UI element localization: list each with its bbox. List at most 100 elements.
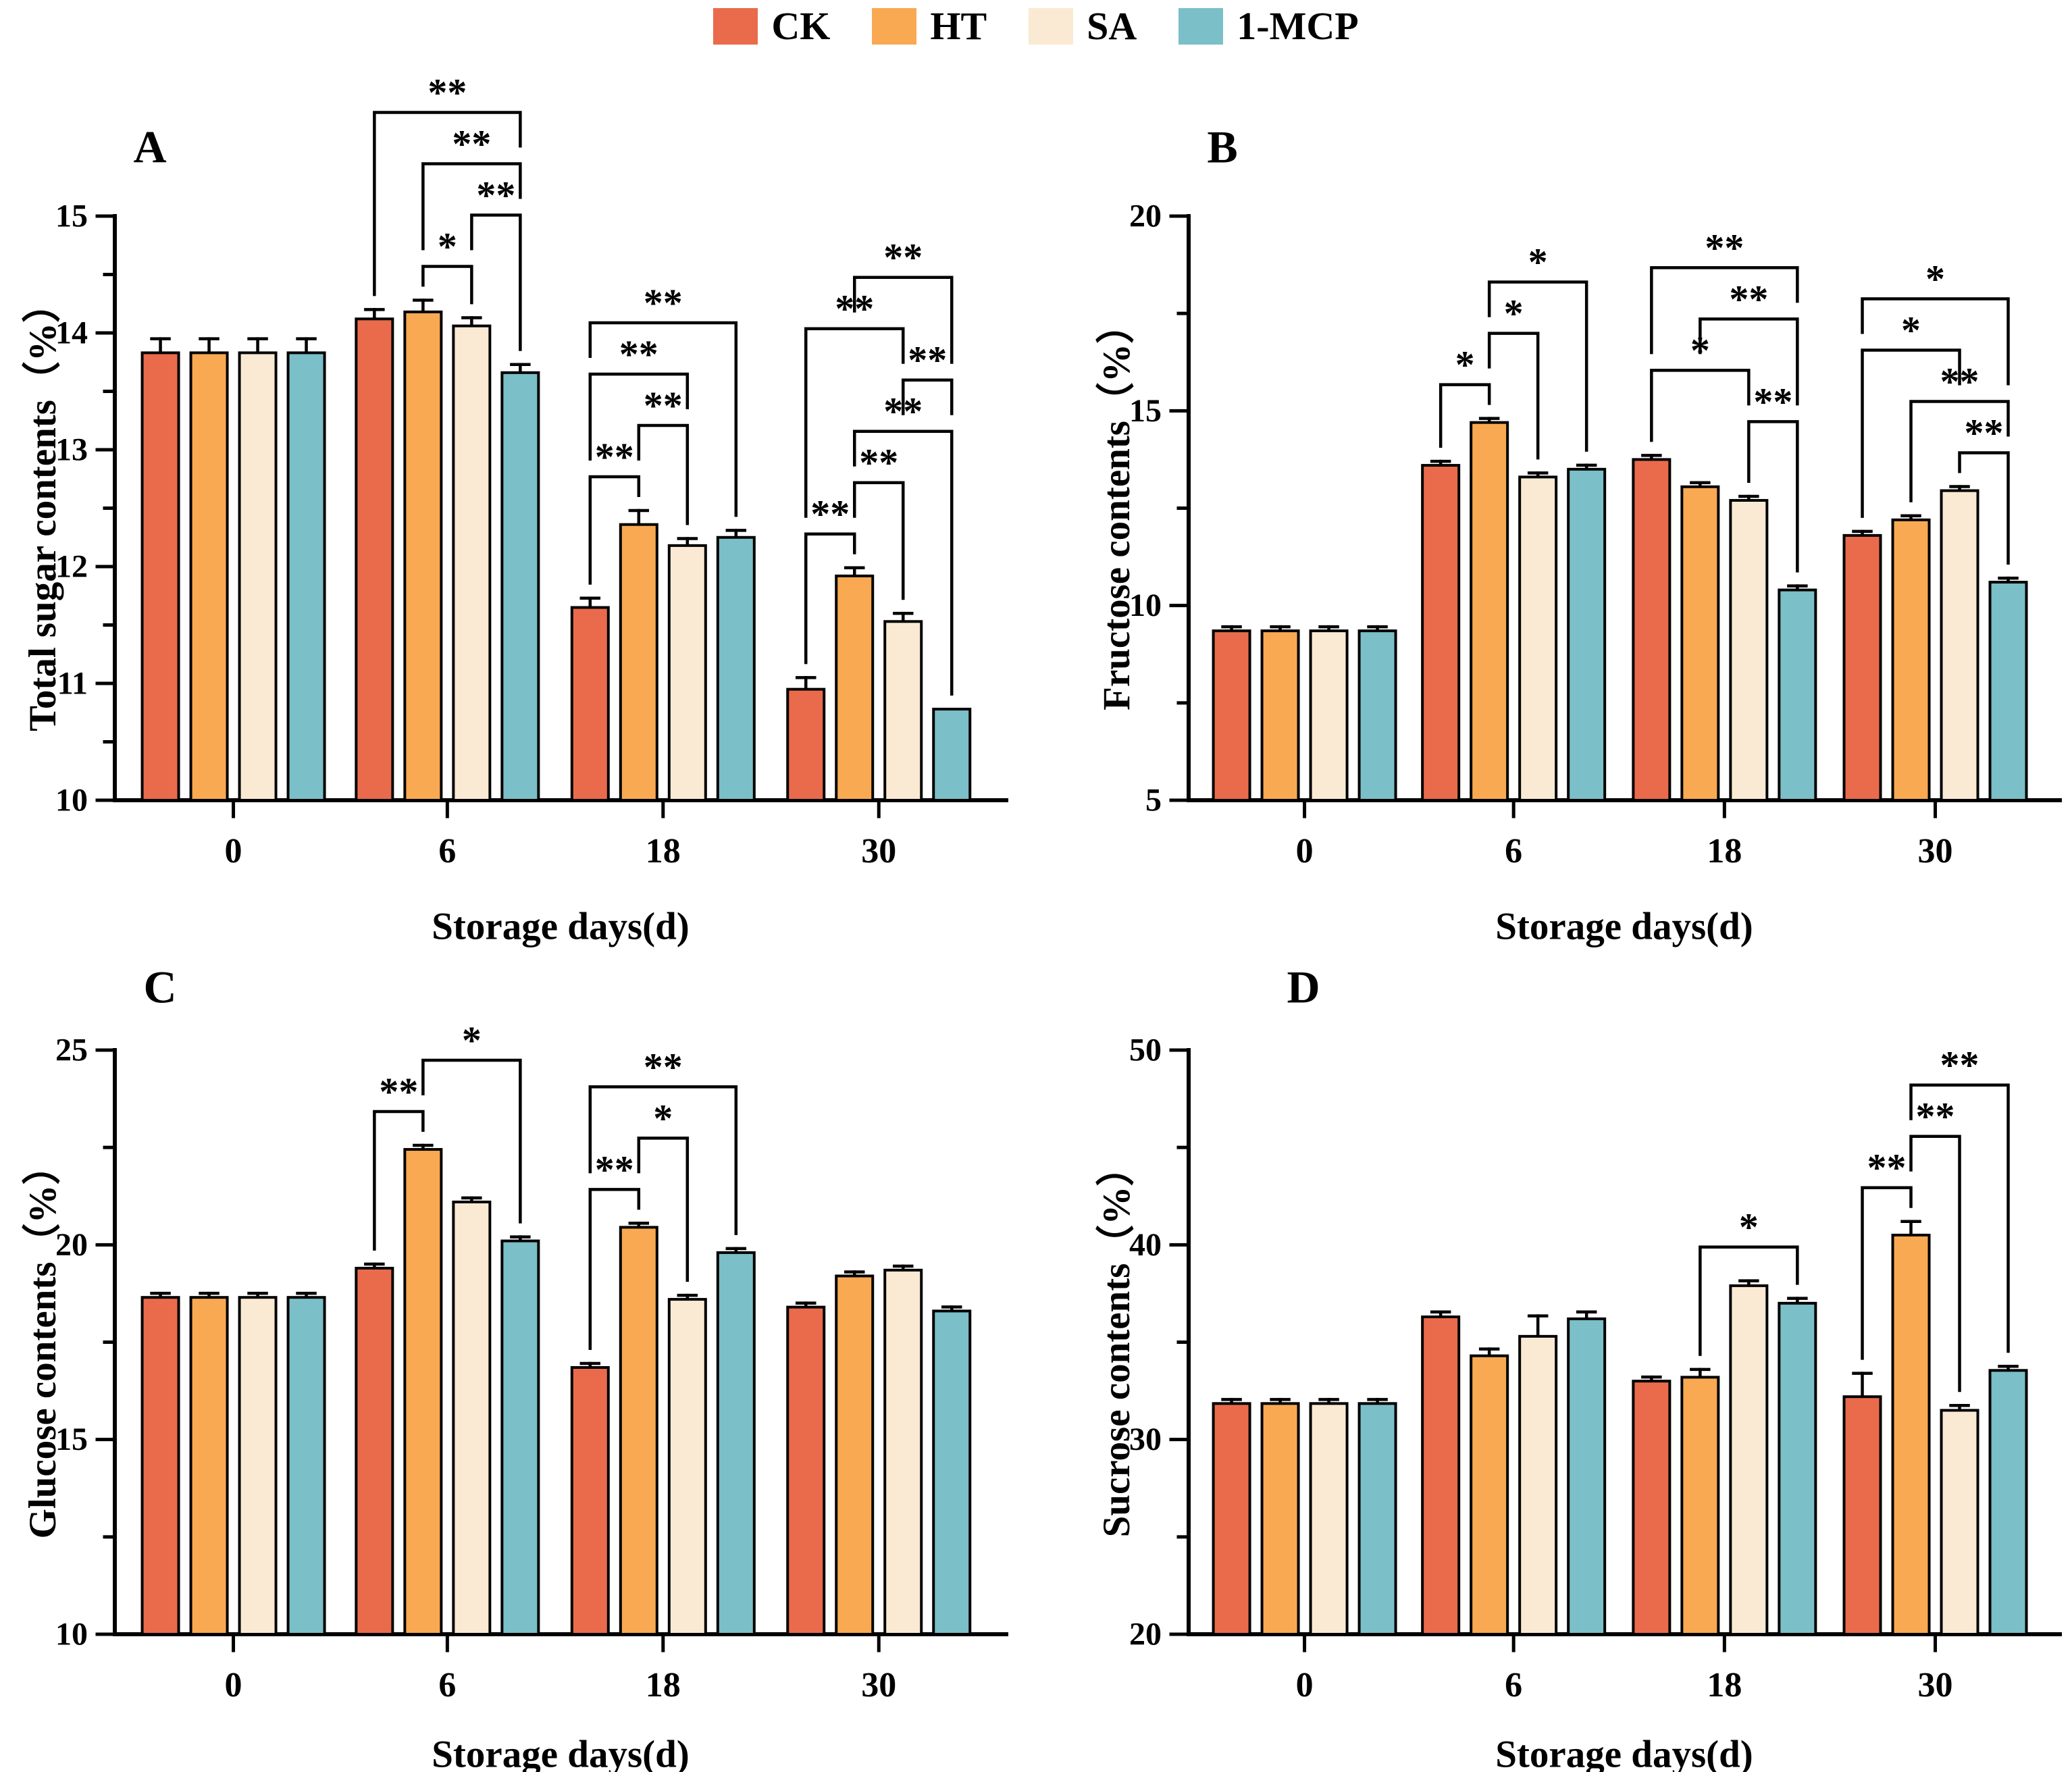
significance-bracket xyxy=(1909,400,2010,502)
bar xyxy=(140,1296,180,1636)
bar xyxy=(1518,475,1558,802)
x-category-label: 18 xyxy=(1707,832,1742,870)
bar xyxy=(1778,588,1817,802)
legend-item-1mcp: 1-MCP xyxy=(1179,4,1359,48)
significance-label: ** xyxy=(644,384,683,427)
bar xyxy=(1212,1402,1251,1636)
bar xyxy=(1567,467,1607,802)
significance-bracket xyxy=(1487,280,1588,452)
bar xyxy=(1842,533,1882,802)
significance-bracket xyxy=(1909,1135,1961,1392)
significance-bracket xyxy=(1861,297,2010,386)
legend-label-ck: CK xyxy=(771,4,831,48)
x-category-label: 0 xyxy=(225,1666,242,1704)
y-tick-label: 10 xyxy=(55,1617,88,1652)
y-tick-label: 20 xyxy=(1129,1617,1162,1652)
significance-bracket xyxy=(421,1058,522,1224)
bar xyxy=(667,1298,707,1636)
significance-label: ** xyxy=(619,332,658,376)
significance-label: ** xyxy=(1916,1095,1955,1139)
significance-bracket xyxy=(588,372,690,461)
x-axis-title-a: Storage days(d) xyxy=(432,905,690,948)
significance-bracket xyxy=(637,423,690,525)
x-category-label: 6 xyxy=(1505,1666,1522,1704)
panel-letter-d: D xyxy=(1287,961,1320,1013)
bar xyxy=(932,1309,972,1636)
y-tick-label: 40 xyxy=(1129,1227,1162,1263)
significance-label: * xyxy=(1528,240,1548,284)
significance-label: * xyxy=(462,1018,482,1062)
significance-label: ** xyxy=(379,1070,418,1114)
significance-label: * xyxy=(1901,309,1921,353)
bar xyxy=(189,1296,229,1636)
bar xyxy=(286,351,326,802)
y-tick-label: 12 xyxy=(55,549,88,585)
legend-label-ht: HT xyxy=(930,4,987,48)
significance-bracket xyxy=(373,111,522,296)
bar xyxy=(1940,1409,1979,1636)
legend-swatch-ck xyxy=(713,8,758,45)
significance-bracket xyxy=(1439,383,1491,448)
significance-bracket xyxy=(421,265,473,305)
significance-label: ** xyxy=(595,1147,634,1191)
significance-bracket xyxy=(1650,266,1799,355)
y-tick-label: 14 xyxy=(55,315,88,351)
x-category-label: 18 xyxy=(646,832,681,870)
y-tick-label: 11 xyxy=(57,666,88,702)
bar xyxy=(1729,1284,1769,1636)
bar xyxy=(500,371,540,802)
significance-bracket xyxy=(1909,1083,2010,1353)
bar xyxy=(1680,485,1720,802)
significance-label: ** xyxy=(595,435,634,479)
bar xyxy=(786,687,826,802)
significance-bracket xyxy=(637,1137,690,1282)
significance-bracket xyxy=(804,532,856,664)
bar xyxy=(883,1268,923,1636)
bar xyxy=(1470,1354,1509,1636)
bar xyxy=(500,1239,540,1636)
bar xyxy=(619,523,658,802)
bar xyxy=(1260,1402,1300,1636)
significance-bracket xyxy=(1958,451,2010,565)
y-tick-label: 15 xyxy=(55,199,88,234)
y-tick-label: 5 xyxy=(1145,783,1162,818)
x-axis-title-d: Storage days(d) xyxy=(1495,1733,1753,1772)
bar xyxy=(786,1305,826,1636)
significance-bracket xyxy=(852,276,954,364)
x-category-label: 6 xyxy=(438,832,456,870)
significance-bracket xyxy=(1699,317,1799,406)
legend-swatch-sa xyxy=(1029,8,1074,45)
significance-bracket xyxy=(1650,369,1751,442)
bar xyxy=(1680,1376,1720,1636)
bar xyxy=(835,1274,875,1636)
bar xyxy=(403,1148,443,1636)
significance-label: * xyxy=(438,225,457,269)
legend-swatch-1mcp xyxy=(1179,8,1224,45)
significance-bracket xyxy=(1747,420,1799,573)
x-category-label: 30 xyxy=(1918,1666,1953,1704)
legend-label-1mcp: 1-MCP xyxy=(1237,4,1359,48)
significance-bracket xyxy=(901,378,954,415)
bar xyxy=(1632,458,1672,802)
significance-label: ** xyxy=(644,281,683,325)
x-axis-title-b: Storage days(d) xyxy=(1495,905,1753,948)
significance-bracket xyxy=(421,162,522,251)
legend-item-sa: SA xyxy=(1029,7,1137,46)
bar xyxy=(355,1266,394,1636)
bar xyxy=(286,1296,326,1636)
significance-label: ** xyxy=(1940,1043,1979,1087)
bar xyxy=(189,351,229,802)
bar xyxy=(1567,1317,1607,1636)
significance-bracket xyxy=(373,1110,425,1251)
significance-bracket xyxy=(1861,1186,1913,1360)
bar xyxy=(619,1226,658,1636)
panel-letter-b: B xyxy=(1207,121,1238,173)
bar xyxy=(1421,464,1461,802)
bar xyxy=(932,708,972,802)
significance-bracket xyxy=(852,429,954,696)
x-category-label: 6 xyxy=(1505,832,1522,870)
y-tick-label: 30 xyxy=(1129,1422,1162,1457)
panel-letter-c: C xyxy=(143,961,177,1013)
significance-label: * xyxy=(1455,343,1475,387)
significance-label: ** xyxy=(1965,411,2004,455)
